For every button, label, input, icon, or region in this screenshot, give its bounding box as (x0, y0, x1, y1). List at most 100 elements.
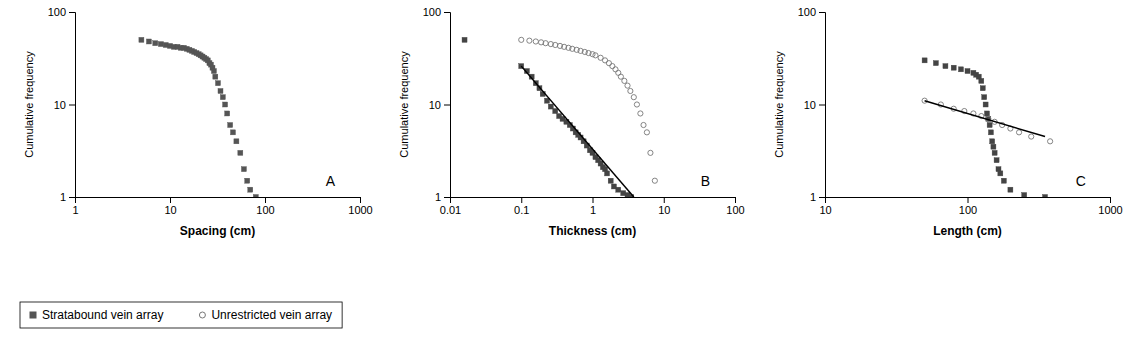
x-tick-label: 1000 (1098, 204, 1122, 216)
legend-swatch (199, 312, 205, 318)
point (228, 123, 233, 128)
point (644, 130, 649, 135)
point (238, 150, 243, 155)
point (616, 70, 621, 75)
point (527, 38, 532, 43)
panel: 101001000110100Length (cm)Cumulative fre… (773, 6, 1123, 238)
y-tick-mark (69, 197, 75, 198)
point (990, 139, 995, 144)
point (992, 150, 997, 155)
point (980, 86, 985, 91)
x-tick: 10 (164, 197, 176, 216)
y-axis-title: Cumulative frequency (23, 51, 35, 158)
point (241, 167, 246, 172)
x-tick: 1 (590, 197, 596, 216)
point (616, 187, 621, 192)
point (641, 122, 646, 127)
point (218, 88, 223, 93)
point (553, 109, 558, 114)
point (1022, 193, 1027, 197)
y-tick-mark (69, 105, 75, 106)
figure: 1101001000110100Spacing (cm)Cumulative f… (0, 0, 1143, 348)
point (943, 64, 948, 69)
x-tick: 1000 (1098, 197, 1122, 216)
y-tick: 10 (429, 99, 450, 111)
x-tick: 10 (658, 197, 670, 216)
point (984, 111, 989, 116)
legend: Stratabound vein array Unrestricted vein … (20, 302, 342, 328)
plot-area (922, 58, 1053, 197)
y-axis-line (444, 13, 451, 198)
point (610, 64, 615, 69)
point (553, 42, 558, 47)
x-axis: 1 10 100 1000 (72, 197, 372, 216)
point (230, 130, 235, 135)
point (211, 69, 216, 74)
x-tick-label: 0.1 (514, 204, 529, 216)
x-tick-label: 10 (164, 204, 176, 216)
y-tick-label: 10 (804, 99, 816, 111)
point (965, 69, 970, 74)
x-tick-mark (593, 197, 594, 203)
y-tick-label: 10 (429, 99, 441, 111)
y-tick-mark (69, 12, 75, 13)
legend-swatch (30, 312, 36, 318)
x-tick: 0.1 (514, 197, 529, 216)
legend-entry: Unrestricted vein array (199, 308, 332, 322)
point (652, 178, 657, 183)
point (991, 144, 996, 149)
point (139, 37, 144, 42)
legend-label: Stratabound vein array (42, 308, 163, 322)
panel-label: B (701, 173, 710, 189)
x-tick-label: 1000 (348, 204, 372, 216)
x-tick-mark (1110, 197, 1111, 203)
x-tick: 100 (256, 197, 274, 216)
point (1008, 187, 1013, 192)
y-tick: 1 (810, 191, 825, 203)
panel-label: C (1076, 173, 1086, 189)
point (223, 102, 228, 107)
point (225, 111, 230, 116)
fit-line (925, 101, 1045, 137)
series (519, 37, 658, 183)
point (220, 95, 225, 100)
y-tick: 1 (435, 191, 450, 203)
panel: 1101001000110100Spacing (cm)Cumulative f… (23, 6, 373, 238)
y-axis-title: Cumulative frequency (398, 51, 410, 158)
point (987, 123, 992, 128)
point (1029, 134, 1034, 139)
series (922, 98, 1053, 144)
x-tick: 0.01 (440, 197, 461, 216)
point (548, 104, 553, 109)
x-tick-label: 1 (590, 204, 596, 216)
y-tick-mark (444, 12, 450, 13)
x-axis-title: Thickness (cm) (549, 224, 636, 238)
x-tick: 100 (726, 197, 744, 216)
y-tick: 1 (60, 191, 75, 203)
point (1001, 178, 1006, 183)
plot-area (139, 37, 258, 197)
point (462, 37, 467, 42)
x-tick-mark (360, 197, 361, 203)
point (634, 102, 639, 107)
point (158, 42, 163, 47)
point (234, 139, 239, 144)
x-axis-line (76, 198, 361, 204)
point (245, 178, 250, 183)
point (248, 187, 253, 192)
y-tick-mark (819, 105, 825, 106)
y-tick-label: 10 (54, 99, 66, 111)
point (979, 78, 984, 83)
y-tick-mark (444, 105, 450, 106)
point (958, 67, 963, 72)
y-tick: 100 (423, 6, 450, 18)
point (622, 78, 627, 83)
x-tick-mark (170, 197, 171, 203)
x-axis-line (451, 198, 736, 204)
y-tick: 100 (48, 6, 75, 18)
y-tick: 10 (54, 99, 75, 111)
y-axis: 1 10 100 (423, 6, 451, 203)
x-tick: 1 (72, 197, 78, 216)
point (638, 111, 643, 116)
y-tick-label: 100 (798, 6, 816, 18)
